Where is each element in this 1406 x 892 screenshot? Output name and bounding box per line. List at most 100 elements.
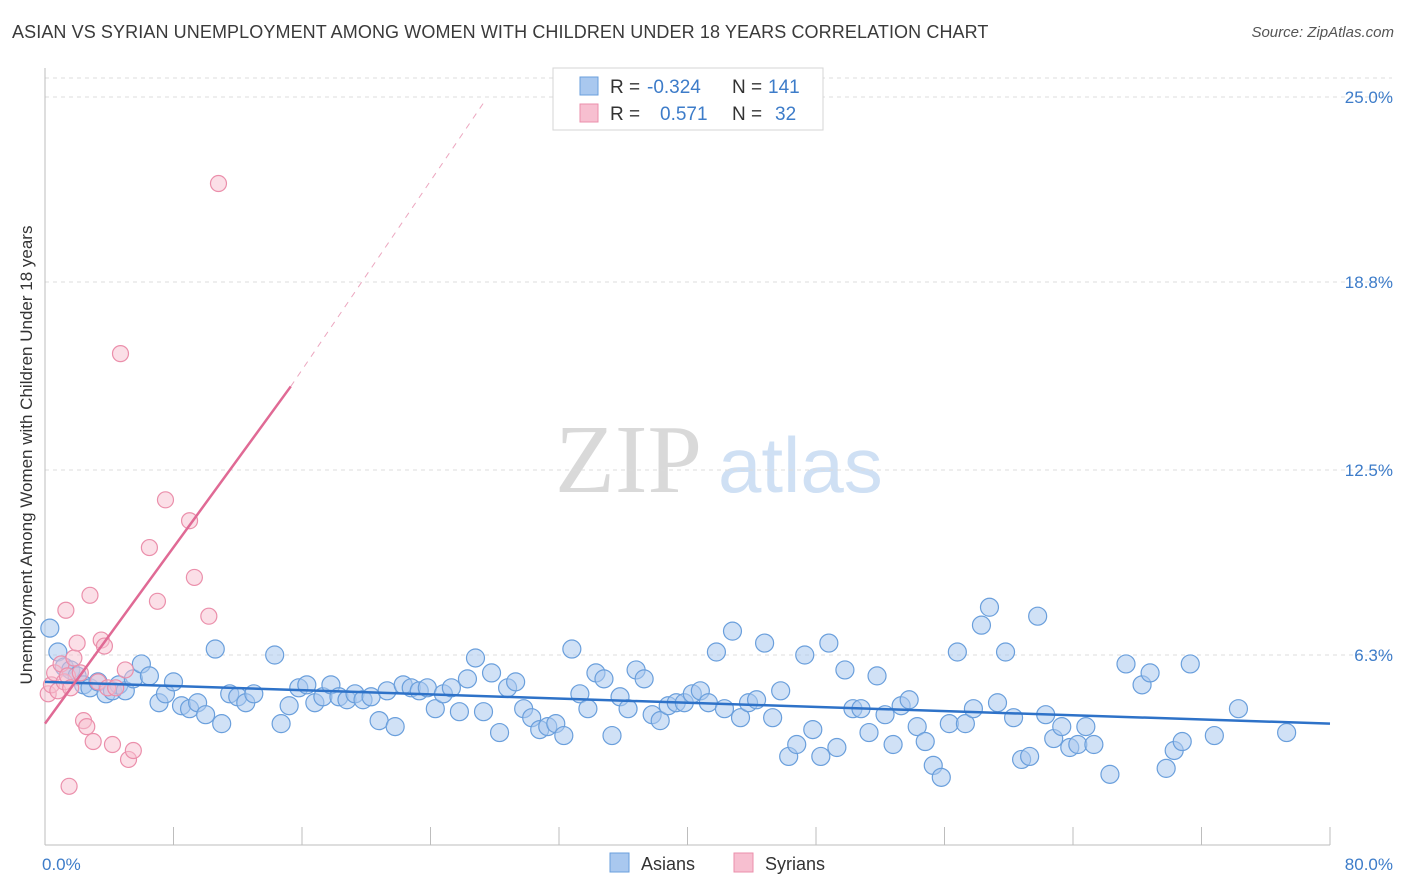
y-tick-label-3: 6.3% [1354,646,1393,665]
asian-points [40,597,1297,787]
asian-point [212,714,232,734]
axes [44,68,1331,846]
y-tick-label-2: 12.5% [1345,461,1393,480]
asian-point [1172,731,1192,752]
asian-point [763,708,783,728]
grid [45,77,1392,656]
legend-r-label-asians: R = [610,77,640,98]
asian-point [1076,717,1096,737]
asian-point [754,633,775,653]
asian-point [602,725,622,746]
asian-point [1100,764,1120,784]
asian-point [1180,654,1200,674]
syrian-point [209,174,228,193]
syrian-point [68,634,86,652]
asian-point [803,719,823,740]
syrian-point [95,637,114,655]
syrian-points [39,174,228,795]
bottom-legend: Asians Syrians [609,852,825,874]
legend-swatch-syrians [579,103,599,123]
asian-point [995,642,1016,662]
asian-point [634,669,654,689]
asian-point [196,705,216,725]
bottom-legend-swatch-asians [609,852,630,873]
asian-point [40,618,60,638]
asian-point [714,699,735,719]
asian-point [787,734,807,755]
legend-r-label-syrians: R = [610,104,640,125]
trend-lines [43,102,1331,725]
asian-point [931,767,951,787]
legend-r-value-syrians: 0.571 [660,104,708,125]
syrian-point [116,661,134,679]
syrian-point [111,345,130,363]
syrian-point [84,732,102,751]
syrian-point [124,741,142,760]
asian-point [1084,734,1104,755]
asian-point [1277,722,1297,743]
asian-point [939,714,959,734]
asian-point [859,722,879,743]
asian-point [706,642,727,662]
asian-point [279,696,299,716]
asian-point [907,717,927,737]
watermark-atlas: atlas [718,421,883,509]
asian-point [441,678,461,698]
source-label: Source: ZipAtlas.com [1251,24,1394,41]
asian-point [650,711,670,731]
asian-point [271,714,291,734]
bottom-legend-syrians: Syrians [765,854,825,874]
asian-point [979,597,1000,617]
syrian-point [156,491,175,509]
legend-n-value-asians: 141 [768,77,800,98]
asian-point [987,693,1008,713]
syrian-point [140,538,159,557]
asian-point [963,699,984,719]
asian-point [795,645,815,665]
asian-point [827,737,847,758]
asian-point [425,699,445,719]
asian-point [465,648,486,668]
legend-swatch-asians [579,76,599,96]
asian-point [971,615,992,635]
asian-point [562,639,582,659]
bottom-legend-asians: Asians [641,854,695,874]
asian-point [1204,725,1224,746]
y-tick-label-1: 18.8% [1345,273,1393,292]
asian-point [1028,606,1048,626]
asian-point [205,639,225,659]
asian-point [377,681,397,701]
syrian-point [180,512,199,530]
asian-point [730,708,751,728]
syrian-point [148,592,167,610]
asian-point [594,669,614,689]
asian-point [1052,717,1072,737]
asian-point [481,663,502,683]
asian-point [883,734,903,755]
legend-n-label-asians: N = [732,77,762,98]
asian-point [835,660,855,680]
asian-trend-line [44,680,1331,725]
asian-point [618,699,638,719]
asian-point [819,633,839,653]
asian-point [385,717,405,737]
syrian-trend-line [43,385,292,725]
asian-point [361,687,381,707]
legend-n-value-syrians: 32 [775,104,796,125]
syrian-point [78,718,96,736]
legend-r-value-asians: -0.324 [647,77,701,98]
asian-point [578,699,598,719]
asian-point [722,621,743,641]
x-tick-label-1: 80.0% [1345,855,1393,874]
asian-point [139,666,160,686]
asian-point [771,681,791,701]
asian-point [506,672,526,692]
syrian-point [57,601,75,619]
syrian-point [185,568,203,587]
syrian-point [103,735,122,754]
asian-point [947,642,967,662]
asian-point [915,731,935,752]
asian-point [457,669,478,689]
asian-point [1020,746,1040,767]
asian-point [867,666,887,686]
